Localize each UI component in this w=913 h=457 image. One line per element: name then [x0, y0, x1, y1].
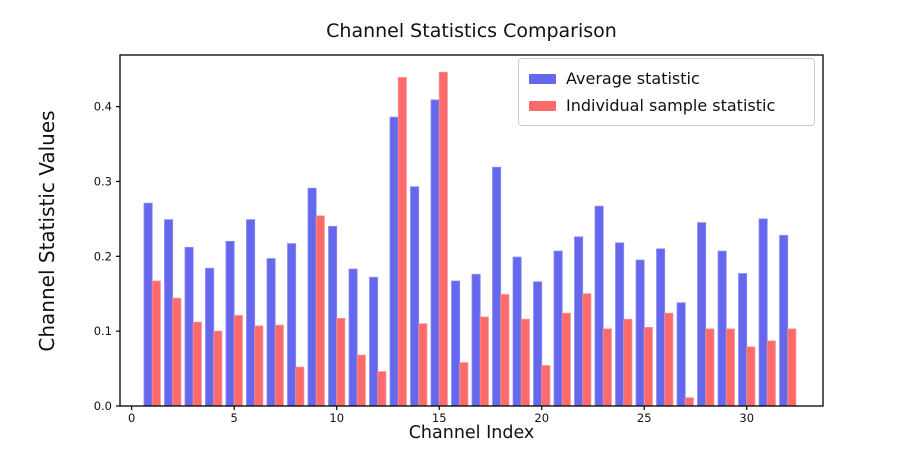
- bar-individual-ch28: [705, 328, 715, 407]
- bar-individual-ch4: [213, 330, 223, 407]
- bar-average-ch25: [635, 259, 645, 407]
- bar-individual-ch27: [684, 397, 694, 407]
- bar-average-ch8: [287, 243, 297, 407]
- legend: Average statistic Individual sample stat…: [518, 58, 815, 126]
- x-tick-label: 30: [739, 411, 754, 425]
- legend-swatch-individual-icon: [529, 100, 556, 111]
- bar-individual-ch8: [295, 366, 305, 407]
- x-axis-label: Channel Index: [408, 423, 535, 443]
- bar-individual-ch1: [151, 280, 161, 407]
- y-tick-label: 0.1: [94, 324, 112, 338]
- chart-title: Channel Statistics Comparison: [326, 20, 617, 42]
- y-tick-label: 0.2: [94, 249, 112, 263]
- bar-average-ch28: [697, 222, 707, 407]
- bar-average-ch22: [574, 236, 584, 407]
- x-tick-label: 25: [637, 411, 652, 425]
- bar-average-ch26: [656, 248, 666, 407]
- bar-individual-ch12: [377, 371, 387, 407]
- bar-average-ch11: [348, 268, 358, 407]
- x-tick-label: 5: [231, 411, 238, 425]
- bar-individual-ch19: [520, 318, 530, 407]
- bar-individual-ch13: [397, 77, 407, 407]
- bar-individual-ch23: [602, 328, 612, 407]
- bar-average-ch2: [164, 219, 174, 407]
- bar-individual-ch10: [336, 318, 346, 407]
- bar-average-ch21: [553, 250, 563, 407]
- bar-average-ch27: [676, 302, 686, 407]
- bar-individual-ch6: [254, 325, 264, 407]
- bar-average-ch12: [369, 276, 379, 407]
- bar-individual-ch24: [623, 318, 633, 407]
- bar-average-ch20: [533, 281, 543, 407]
- bar-individual-ch18: [500, 294, 510, 407]
- bar-average-ch31: [758, 218, 768, 407]
- y-tick-label: 0.3: [94, 174, 112, 188]
- legend-swatch-average-icon: [529, 73, 556, 84]
- x-tick-label: 10: [329, 411, 344, 425]
- bar-individual-ch20: [541, 365, 551, 407]
- bar-average-ch6: [246, 219, 256, 407]
- bar-individual-ch17: [479, 316, 489, 407]
- legend-label-individual: Individual sample statistic: [566, 96, 776, 115]
- bar-individual-ch21: [561, 312, 571, 407]
- bar-average-ch13: [389, 116, 399, 407]
- bar-average-ch4: [205, 267, 215, 407]
- bar-average-ch14: [410, 186, 420, 407]
- y-tick-label: 0.4: [94, 100, 112, 114]
- x-tick-label: 15: [432, 411, 447, 425]
- bar-individual-ch30: [746, 346, 756, 407]
- bar-average-ch1: [143, 202, 153, 407]
- bar-individual-ch11: [356, 354, 366, 407]
- bar-average-ch19: [512, 256, 522, 407]
- bar-average-ch3: [184, 246, 194, 407]
- legend-item-average: Average statistic: [529, 65, 804, 92]
- y-tick-label: 0.0: [94, 399, 112, 413]
- bar-individual-ch29: [725, 328, 735, 407]
- bar-individual-ch16: [459, 362, 469, 407]
- bar-average-ch23: [594, 205, 604, 407]
- bar-individual-ch9: [315, 215, 325, 407]
- bar-individual-ch26: [664, 312, 674, 407]
- bar-average-ch30: [738, 273, 748, 407]
- legend-label-average: Average statistic: [566, 69, 700, 88]
- bar-individual-ch2: [172, 297, 182, 407]
- bar-average-ch5: [225, 240, 235, 407]
- bar-average-ch29: [717, 250, 727, 407]
- bar-average-ch24: [615, 242, 625, 407]
- bar-individual-ch5: [233, 315, 243, 407]
- axes-spines: [119, 54, 824, 407]
- bar-average-ch16: [451, 280, 461, 407]
- bar-individual-ch25: [643, 327, 653, 407]
- x-tick-label: 20: [534, 411, 549, 425]
- bar-average-ch9: [307, 187, 317, 407]
- bar-individual-ch7: [274, 324, 284, 407]
- bar-individual-ch14: [418, 323, 428, 407]
- bar-average-ch18: [492, 166, 502, 407]
- bar-average-ch10: [328, 225, 338, 407]
- bar-average-ch17: [471, 273, 481, 407]
- bar-individual-ch22: [582, 293, 592, 407]
- bar-average-ch7: [266, 258, 276, 407]
- bar-individual-ch32: [787, 328, 797, 407]
- legend-item-individual: Individual sample statistic: [529, 92, 804, 119]
- bar-average-ch15: [430, 99, 440, 407]
- bar-individual-ch15: [438, 71, 448, 407]
- bar-individual-ch31: [766, 340, 776, 407]
- bar-individual-ch3: [192, 321, 202, 407]
- bar-average-ch32: [779, 234, 789, 407]
- x-tick-label: 0: [128, 411, 135, 425]
